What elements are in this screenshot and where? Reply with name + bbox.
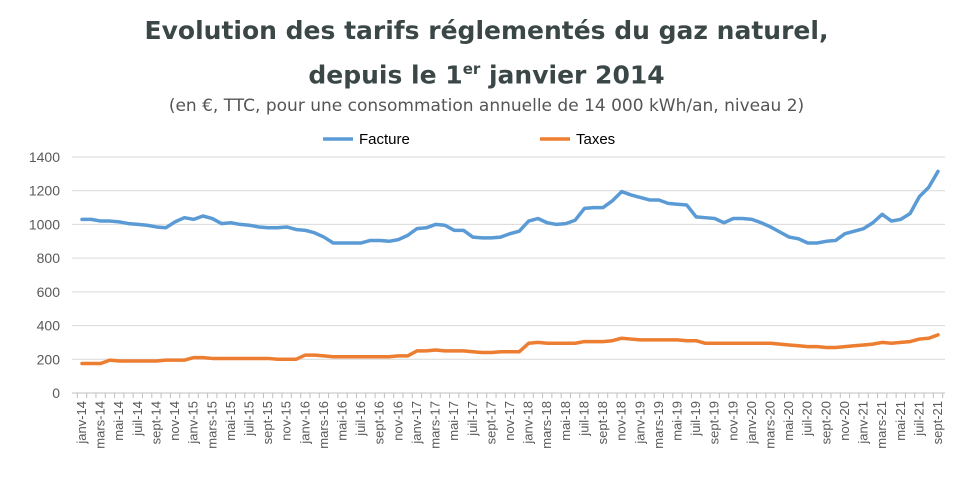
x-tick-label: mai-19 (669, 401, 684, 441)
x-tick-label: mars-16 (316, 401, 331, 449)
legend-label-facture: Facture (359, 131, 410, 148)
title-line-2-start: depuis le 1 (308, 60, 463, 90)
x-tick-label: mars-14 (93, 401, 108, 449)
x-tick-label: mars-20 (763, 401, 778, 449)
x-tick-label: nov-17 (502, 401, 517, 441)
x-tick-label: sept-21 (930, 401, 945, 444)
y-tick-label: 1400 (29, 149, 60, 165)
x-tick-label: sept-15 (260, 401, 275, 444)
x-tick-label: janv-14 (74, 401, 89, 445)
legend-label-taxes: Taxes (576, 131, 615, 148)
x-tick-label: nov-14 (167, 401, 182, 441)
x-tick-label: juil-14 (130, 401, 145, 437)
x-tick-label: mars-18 (539, 401, 554, 449)
x-tick-label: janv-18 (521, 401, 536, 445)
x-tick-label: sept-18 (595, 401, 610, 444)
y-tick-label: 600 (37, 284, 61, 300)
x-tick-label: mars-17 (428, 401, 443, 449)
x-tick-label: janv-16 (297, 401, 312, 445)
x-tick-label: mai-15 (223, 401, 238, 441)
x-tick-label: sept-20 (818, 401, 833, 444)
x-tick-label: juil-20 (800, 401, 815, 437)
x-tick-label: sept-19 (707, 401, 722, 444)
title-sup: er (462, 60, 481, 78)
x-tick-label: mai-18 (558, 401, 573, 441)
x-tick-label: nov-16 (390, 401, 405, 441)
x-tick-label: juil-19 (688, 401, 703, 437)
x-tick-label: mars-21 (874, 401, 889, 449)
x-tick-label: mai-20 (781, 401, 796, 441)
x-tick-label: janv-19 (632, 401, 647, 445)
x-tick-label: mai-21 (893, 401, 908, 441)
x-tick-label: janv-15 (186, 401, 201, 445)
title-line-2-end: janvier 2014 (480, 60, 665, 90)
y-tick-label: 1000 (29, 216, 60, 232)
y-tick-label: 0 (52, 385, 60, 401)
chart-title: Evolution des tarifs réglementés du gaz … (0, 12, 973, 94)
x-tick-label: janv-17 (409, 401, 424, 445)
x-tick-label: mars-15 (204, 401, 219, 449)
series-line-facture (80, 169, 940, 245)
y-tick-label: 400 (37, 318, 61, 334)
x-tick-label: nov-19 (725, 401, 740, 441)
x-tick-label: mai-16 (335, 401, 350, 441)
x-tick-label: juil-16 (353, 401, 368, 437)
y-tick-label: 1200 (29, 183, 60, 199)
y-tick-label: 200 (37, 351, 61, 367)
x-tick-label: janv-20 (744, 401, 759, 445)
x-tick-label: juil-21 (911, 401, 926, 437)
x-tick-label: mai-14 (111, 401, 126, 441)
x-tick-label: sept-16 (372, 401, 387, 444)
x-tick-label: juil-17 (465, 401, 480, 437)
x-tick-label: mai-17 (446, 401, 461, 441)
x-tick-label: juil-18 (576, 401, 591, 437)
x-tick-label: sept-14 (148, 401, 163, 444)
x-tick-label: nov-18 (614, 401, 629, 441)
x-tick-label: mars-19 (651, 401, 666, 449)
x-tick-label: janv-21 (856, 401, 871, 445)
x-tick-label: nov-20 (837, 401, 852, 441)
y-tick-label: 800 (37, 250, 61, 266)
x-tick-label: juil-15 (241, 401, 256, 437)
x-tick-label: nov-15 (279, 401, 294, 441)
chart-subtitle: (en €, TTC, pour une consommation annuel… (168, 96, 805, 116)
title-line-1: Evolution des tarifs réglementés du gaz … (144, 16, 829, 45)
x-tick-label: sept-17 (483, 401, 498, 444)
title-line-2: depuis le 1er janvier 2014 (0, 50, 973, 94)
